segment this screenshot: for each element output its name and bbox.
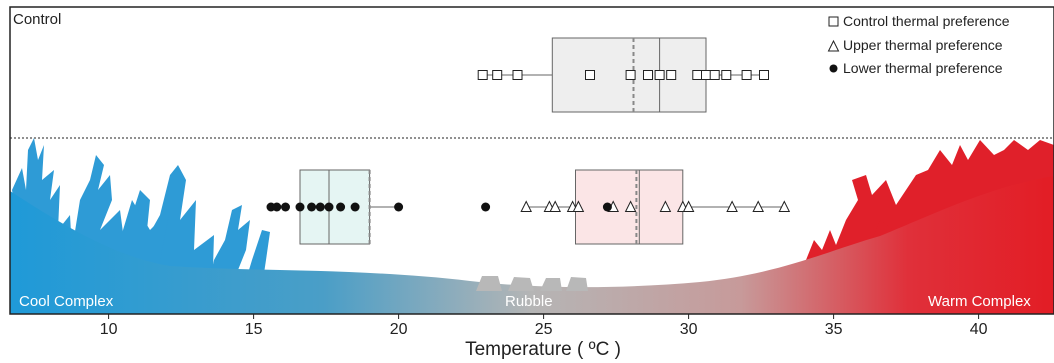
lower-point: [336, 203, 345, 212]
control-point: [493, 71, 502, 80]
control-point: [760, 71, 769, 80]
legend-triangle-marker: [829, 41, 839, 51]
control-point: [702, 71, 711, 80]
lower-point: [481, 203, 490, 212]
control-point: [626, 71, 635, 80]
legend-item-control: Control thermal preference: [829, 13, 1010, 29]
x-tick-label: 15: [245, 321, 263, 338]
x-tick-label: 25: [535, 321, 553, 338]
lower-point: [394, 203, 403, 212]
lower-point: [307, 203, 316, 212]
box-plot: [526, 170, 784, 244]
control-point: [478, 71, 487, 80]
lower-point: [351, 203, 360, 212]
lower-point: [603, 203, 612, 212]
box-plots: [300, 38, 784, 244]
legend-square-marker: [829, 17, 838, 26]
legend: Control thermal preference Upper thermal…: [829, 13, 1010, 76]
lower-point: [316, 203, 325, 212]
legend-label-control: Control thermal preference: [843, 13, 1010, 29]
lower-point: [325, 203, 334, 212]
control-point: [586, 71, 595, 80]
control-point: [513, 71, 522, 80]
legend-circle-marker: [830, 65, 838, 73]
x-axis-title: Temperature ( ºC ): [465, 339, 621, 360]
control-point: [655, 71, 664, 80]
zone-label-cool: Cool Complex: [19, 293, 114, 310]
control-point: [722, 71, 731, 80]
lower-point: [296, 203, 305, 212]
x-tick-label: 35: [825, 321, 843, 338]
x-tick-label: 20: [390, 321, 408, 338]
control-point: [644, 71, 653, 80]
lower-point: [272, 203, 281, 212]
control-point: [710, 71, 719, 80]
panel-label-control: Control: [13, 11, 61, 28]
lower-point: [281, 203, 290, 212]
zone-label-rubble: Rubble: [505, 293, 553, 310]
reef-background: [10, 138, 1054, 314]
x-tick-label: 10: [100, 321, 118, 338]
x-axis: 10 15 20 25 30 35 40: [100, 314, 988, 338]
control-point: [693, 71, 702, 80]
rubble-illustration: [476, 276, 588, 291]
control-point: [667, 71, 676, 80]
legend-label-upper: Upper thermal preference: [843, 37, 1003, 53]
legend-label-lower: Lower thermal preference: [843, 60, 1003, 76]
legend-item-upper: Upper thermal preference: [829, 37, 1003, 53]
zone-label-warm: Warm Complex: [928, 293, 1031, 310]
legend-item-lower: Lower thermal preference: [830, 60, 1003, 76]
x-tick-label: 30: [680, 321, 698, 338]
x-tick-label: 40: [970, 321, 988, 338]
control-point: [742, 71, 751, 80]
